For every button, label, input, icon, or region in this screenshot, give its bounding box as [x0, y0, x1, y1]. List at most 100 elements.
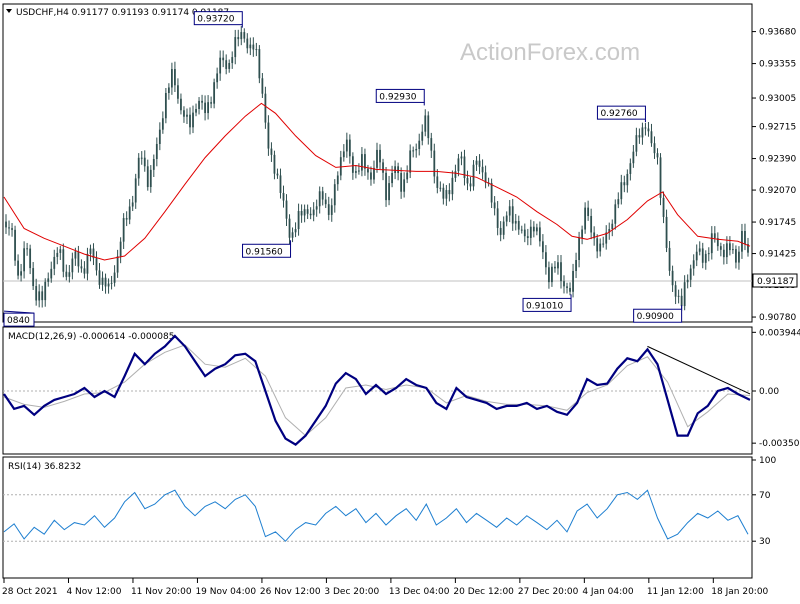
candle-body	[216, 73, 219, 83]
candle-body	[620, 182, 623, 200]
candle-body	[529, 226, 532, 238]
candle-body	[566, 286, 568, 288]
candle-body	[348, 139, 351, 157]
candle-body	[520, 229, 523, 231]
watermark: ActionForex.com	[460, 39, 640, 66]
candle-body	[198, 100, 200, 109]
price-annotations: 0.93720 0.92930 0.92760 0.91560 0.91010 0.909…	[3, 11, 683, 327]
candle-body	[400, 173, 403, 192]
candle-body	[484, 172, 487, 183]
price-annotation-box	[193, 11, 243, 26]
candle-body	[303, 209, 306, 216]
candle-body	[560, 262, 562, 282]
candle-body	[143, 157, 146, 167]
candle-body	[80, 266, 83, 269]
macd-tick-label: 0.00	[759, 387, 779, 397]
macd-panel: MACD(12,26,9) -0.000614 -0.000085 0.0039…	[3, 328, 800, 449]
candle-body	[180, 98, 182, 111]
rsi-levels	[3, 494, 752, 542]
candle-body	[171, 69, 173, 88]
candle-body	[167, 87, 170, 93]
macd-y-axis: 0.003944 0.00 -0.003506	[752, 328, 800, 449]
candle-body	[330, 205, 333, 215]
candle-body	[327, 204, 330, 215]
candle-body	[493, 202, 496, 209]
time-tick-label: 26 Nov 12:00	[260, 587, 321, 597]
rsi-panel-title: RSI(14) 36.8232	[8, 462, 81, 472]
candle-body	[77, 251, 80, 267]
candle-body	[56, 252, 59, 257]
price-annotation-label: 0.91560	[246, 247, 283, 257]
candle-body	[288, 218, 291, 238]
candle-body	[641, 127, 644, 138]
candle-body	[424, 115, 427, 132]
candle-body	[744, 230, 746, 245]
candle-body	[677, 295, 680, 297]
price-tick-label: 0.93355	[759, 60, 796, 70]
candle-body	[496, 208, 499, 228]
candle-body	[35, 286, 38, 301]
candle-body	[554, 266, 556, 269]
price-panel-frame	[2, 3, 753, 323]
candle-body	[29, 248, 32, 269]
candle-body	[252, 44, 255, 50]
candle-body	[41, 291, 44, 301]
candle-body	[339, 157, 342, 176]
price-annotation-box	[3, 312, 35, 327]
candle-body	[448, 190, 451, 195]
candle-body	[282, 192, 285, 201]
time-tick-label: 4 Nov 12:00	[66, 587, 121, 597]
candle-body	[532, 226, 535, 232]
panel-menu-icon[interactable]	[6, 9, 12, 13]
candle-body	[382, 162, 384, 173]
macd-trendline	[647, 345, 751, 395]
candle-body	[409, 150, 412, 173]
rsi-panel: RSI(14) 36.8232 100 70 30	[3, 456, 776, 547]
candle-body	[548, 267, 550, 283]
candle-body	[575, 259, 577, 271]
candle-body	[551, 266, 553, 283]
candle-body	[442, 187, 445, 199]
candle-body	[581, 229, 583, 238]
candle-body	[101, 277, 104, 285]
candle-body	[623, 182, 626, 186]
candle-body	[735, 249, 737, 263]
candle-body	[312, 209, 315, 216]
candle-body	[680, 295, 683, 307]
candle-body	[210, 102, 213, 104]
candle-body	[231, 57, 234, 64]
time-tick-label: 28 Oct 2021	[2, 587, 58, 597]
candle-body	[201, 100, 203, 103]
candle-body	[258, 49, 261, 79]
candle-body	[502, 221, 505, 235]
candle-body	[177, 85, 179, 99]
candle-body	[635, 135, 638, 152]
candle-body	[364, 154, 366, 169]
candle-body	[219, 57, 222, 74]
candle-body	[74, 251, 77, 259]
candle-body	[716, 238, 719, 247]
macd-line	[3, 334, 751, 446]
rsi-tick-label: 30	[759, 537, 771, 547]
candle-body	[662, 197, 665, 217]
candle-body	[439, 187, 442, 189]
price-panel-title: USDCHF,H4 0.91177 0.91193 0.91174 0.9118…	[16, 8, 229, 18]
candle-body	[478, 160, 481, 167]
candle-body	[626, 173, 629, 186]
candle-body	[578, 237, 580, 260]
candle-body	[638, 135, 641, 138]
candle-body	[385, 172, 387, 201]
price-annotation-box	[242, 243, 292, 258]
candle-body	[569, 287, 571, 292]
candle-body	[505, 215, 508, 222]
candle-body	[469, 183, 472, 187]
time-tick-label: 20 Dec 12:00	[453, 587, 514, 597]
candle-body	[406, 172, 409, 180]
candle-body	[695, 251, 698, 261]
candle-body	[321, 191, 324, 200]
candle-body	[246, 38, 249, 49]
candle-body	[692, 260, 695, 269]
price-tick-label: 0.93005	[759, 94, 796, 104]
candle-body	[324, 199, 327, 205]
candle-body	[65, 271, 68, 277]
